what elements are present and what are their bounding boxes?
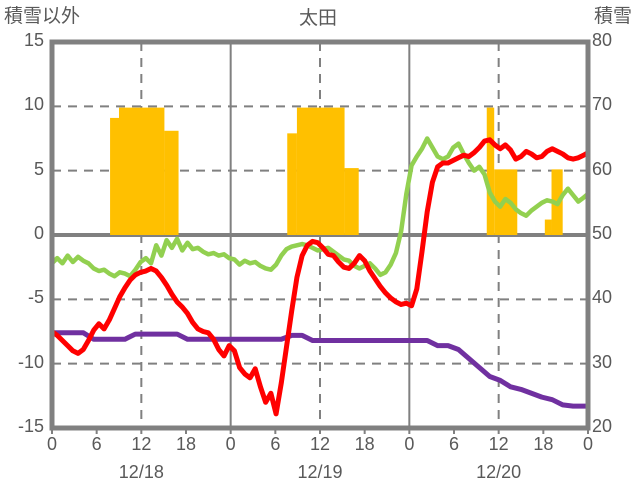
y-axis-tick-right: 50 bbox=[592, 223, 613, 243]
x-axis-tick: 12 bbox=[309, 434, 331, 454]
y-axis-tick-left: -5 bbox=[27, 287, 44, 308]
x-axis-tick: 12 bbox=[488, 434, 509, 454]
y-axis-tick-right: 30 bbox=[592, 351, 613, 372]
y-axis-tick-left: -15 bbox=[17, 416, 44, 436]
y-axis-tick-right: 40 bbox=[592, 287, 613, 308]
x-axis-tick: 18 bbox=[533, 434, 554, 454]
y-axis-tick-right: 80 bbox=[592, 30, 613, 50]
y-axis-tick-right: 20 bbox=[592, 416, 613, 436]
page-title: 太田 bbox=[298, 8, 337, 29]
x-axis-tick: 6 bbox=[448, 434, 459, 454]
x-axis-tick: 0 bbox=[582, 434, 593, 454]
bar bbox=[486, 107, 495, 235]
bar bbox=[296, 107, 345, 235]
bar bbox=[119, 107, 165, 235]
y-axis-tick-left: 10 bbox=[23, 94, 44, 115]
bar bbox=[287, 133, 297, 235]
y-axis-tick-left: 5 bbox=[33, 158, 44, 179]
x-axis-tick: 0 bbox=[46, 434, 57, 454]
series-line-purple bbox=[52, 330, 588, 409]
y-axis-tick-right: 70 bbox=[592, 94, 613, 115]
bar bbox=[544, 219, 552, 235]
bar bbox=[164, 130, 179, 235]
x-axis-day-label: 12/20 bbox=[476, 462, 522, 482]
series-line-green bbox=[52, 136, 588, 279]
left-axis-title: 積雪以外 bbox=[4, 6, 81, 27]
x-axis-tick: 18 bbox=[175, 434, 197, 454]
x-axis-day-label: 12/18 bbox=[118, 462, 164, 482]
series-line-red bbox=[52, 137, 588, 417]
y-axis-tick-left: 0 bbox=[33, 223, 44, 243]
x-axis-tick: 6 bbox=[270, 434, 281, 454]
y-axis-tick-right: 60 bbox=[592, 158, 613, 179]
y-axis-tick-left: 15 bbox=[23, 30, 44, 50]
x-axis-tick: 6 bbox=[91, 434, 102, 454]
bar bbox=[110, 117, 119, 235]
x-axis-tick: 18 bbox=[354, 434, 375, 454]
x-axis-tick: 0 bbox=[404, 434, 415, 454]
bar bbox=[344, 168, 359, 235]
y-axis-tick-left: -10 bbox=[17, 351, 44, 372]
x-axis-tick: 12 bbox=[131, 434, 152, 454]
right-axis-title: 積雪 bbox=[593, 6, 632, 27]
x-axis-tick: 0 bbox=[225, 434, 236, 454]
x-axis-day-label: 12/19 bbox=[297, 462, 343, 482]
